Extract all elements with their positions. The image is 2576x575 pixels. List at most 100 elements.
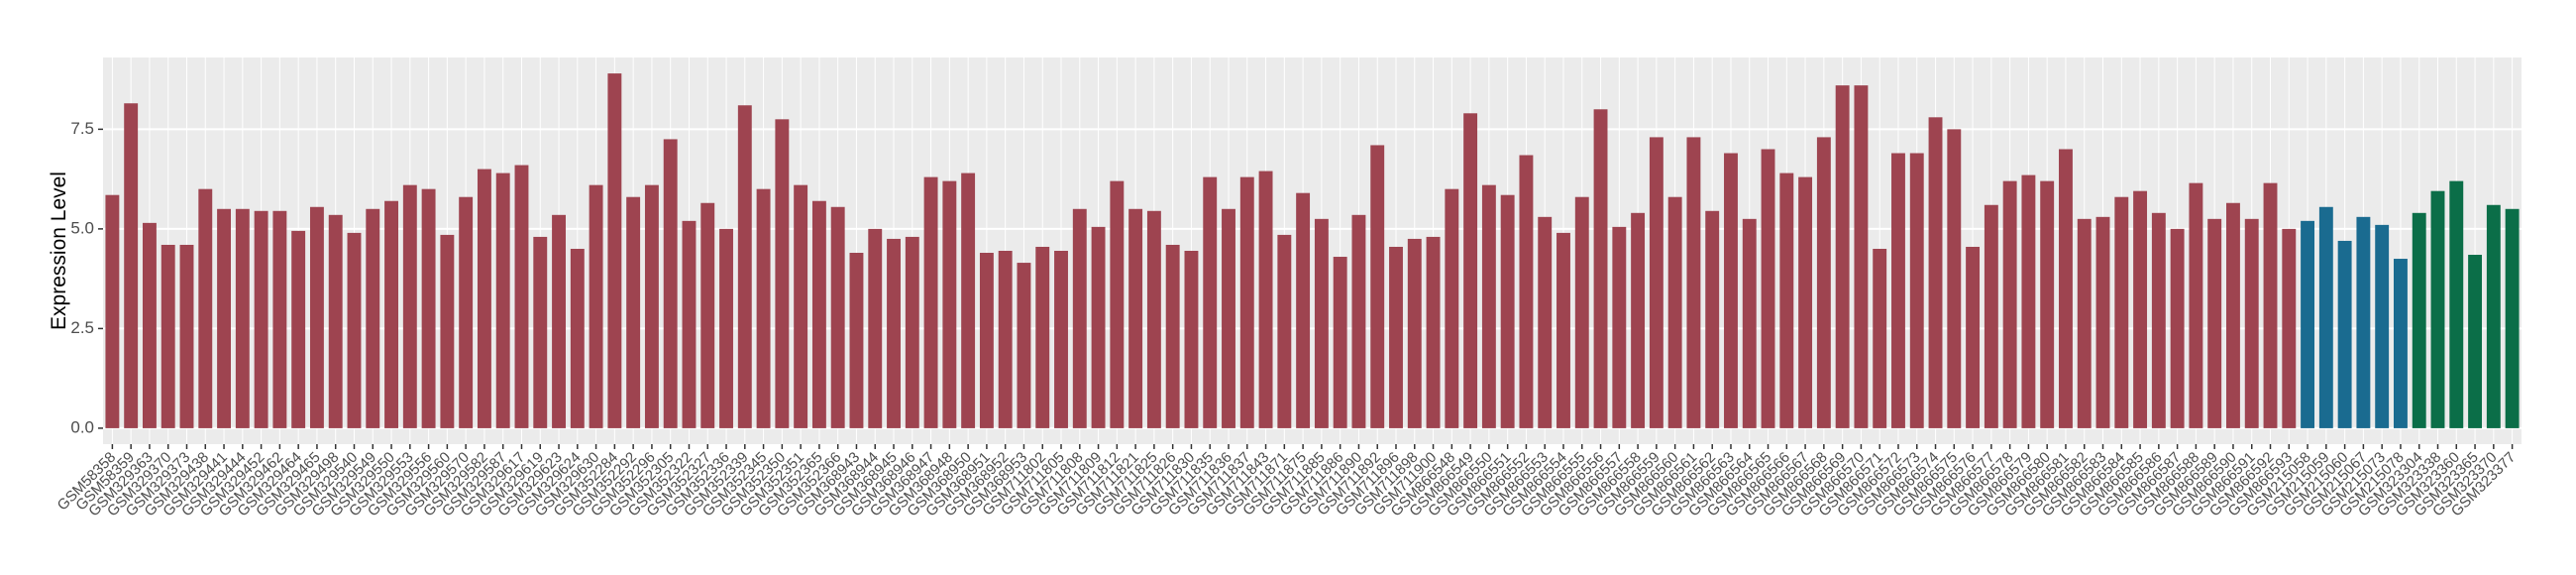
bar bbox=[421, 188, 436, 428]
bar bbox=[1984, 204, 1998, 428]
bar bbox=[644, 184, 659, 428]
bar bbox=[1407, 238, 1422, 428]
bar bbox=[2394, 259, 2408, 428]
bar bbox=[2002, 180, 2017, 428]
bar bbox=[849, 253, 864, 428]
bar bbox=[272, 210, 287, 428]
bar bbox=[1742, 218, 1757, 428]
bar bbox=[1928, 117, 1943, 428]
y-tick-label: 2.5 bbox=[70, 318, 94, 337]
bar bbox=[1612, 226, 1627, 428]
bar bbox=[961, 172, 976, 428]
bar bbox=[1370, 145, 1385, 428]
bar bbox=[1333, 257, 1347, 428]
bar bbox=[1351, 214, 1366, 428]
bar bbox=[2282, 228, 2297, 428]
bar bbox=[626, 196, 641, 428]
bar bbox=[477, 169, 491, 428]
bar bbox=[1574, 196, 1589, 428]
bar bbox=[198, 188, 213, 428]
bar bbox=[942, 180, 957, 428]
bar bbox=[905, 236, 919, 428]
bar bbox=[1538, 216, 1553, 428]
bar bbox=[161, 244, 175, 428]
bar bbox=[1481, 184, 1496, 428]
bar bbox=[2337, 240, 2352, 428]
bar bbox=[1017, 263, 1031, 428]
bar bbox=[737, 105, 752, 428]
bar bbox=[309, 206, 324, 428]
bar bbox=[1277, 234, 1292, 428]
bar bbox=[1816, 137, 1831, 428]
bar bbox=[2301, 220, 2315, 428]
bar bbox=[124, 103, 139, 428]
bar bbox=[794, 184, 808, 428]
bar bbox=[1519, 155, 1534, 428]
bar bbox=[105, 194, 120, 428]
bar bbox=[1909, 153, 1924, 428]
bar bbox=[1761, 149, 1775, 428]
bar bbox=[1389, 246, 1403, 428]
bar bbox=[570, 248, 585, 428]
bar bbox=[2244, 218, 2259, 428]
bar bbox=[2207, 218, 2222, 428]
bar bbox=[2151, 212, 2166, 428]
bar bbox=[1500, 194, 1515, 428]
bar bbox=[1128, 208, 1143, 428]
bar bbox=[2318, 206, 2333, 428]
bar bbox=[514, 165, 529, 428]
bar bbox=[2059, 149, 2073, 428]
bar bbox=[1239, 176, 1254, 428]
bar bbox=[2226, 202, 2240, 428]
bar bbox=[998, 251, 1013, 428]
bar bbox=[2375, 224, 2390, 428]
bar bbox=[887, 238, 901, 428]
bar bbox=[1649, 137, 1664, 428]
bar bbox=[607, 73, 622, 428]
bar bbox=[923, 176, 938, 428]
bar bbox=[533, 236, 548, 428]
bar bbox=[1686, 137, 1701, 428]
bar bbox=[868, 228, 883, 428]
bar bbox=[291, 230, 306, 428]
bar bbox=[440, 234, 455, 428]
bar bbox=[1593, 109, 1608, 428]
bar bbox=[830, 206, 845, 428]
bar bbox=[1222, 208, 1235, 428]
bar bbox=[700, 202, 715, 428]
bar bbox=[756, 188, 771, 428]
bar bbox=[1854, 85, 1869, 428]
bar bbox=[2468, 255, 2483, 428]
bar bbox=[495, 172, 510, 428]
bar bbox=[459, 196, 474, 428]
bar bbox=[402, 184, 417, 428]
bar bbox=[2133, 190, 2148, 428]
bar bbox=[2505, 208, 2520, 428]
bar bbox=[1072, 208, 1087, 428]
bar bbox=[1835, 85, 1850, 428]
bar bbox=[1184, 251, 1199, 428]
bar bbox=[347, 232, 362, 428]
bar bbox=[1203, 176, 1218, 428]
bar bbox=[2077, 218, 2092, 428]
bar bbox=[1054, 251, 1068, 428]
bar bbox=[2189, 182, 2203, 428]
bar bbox=[552, 214, 566, 428]
y-tick-label: 0.0 bbox=[70, 417, 94, 436]
y-tick-label: 7.5 bbox=[70, 119, 94, 138]
bar bbox=[2040, 180, 2055, 428]
bar bbox=[366, 208, 380, 428]
bar bbox=[2095, 216, 2110, 428]
bar bbox=[1947, 129, 1962, 428]
bar bbox=[179, 244, 194, 428]
bar bbox=[1631, 212, 1646, 428]
bar bbox=[1463, 113, 1478, 428]
bar bbox=[2449, 180, 2464, 428]
bar bbox=[328, 214, 343, 428]
bar bbox=[663, 139, 678, 428]
bar bbox=[811, 200, 826, 428]
bar bbox=[1779, 172, 1794, 428]
bar bbox=[2486, 204, 2501, 428]
bar bbox=[682, 220, 697, 428]
bar bbox=[1667, 196, 1682, 428]
